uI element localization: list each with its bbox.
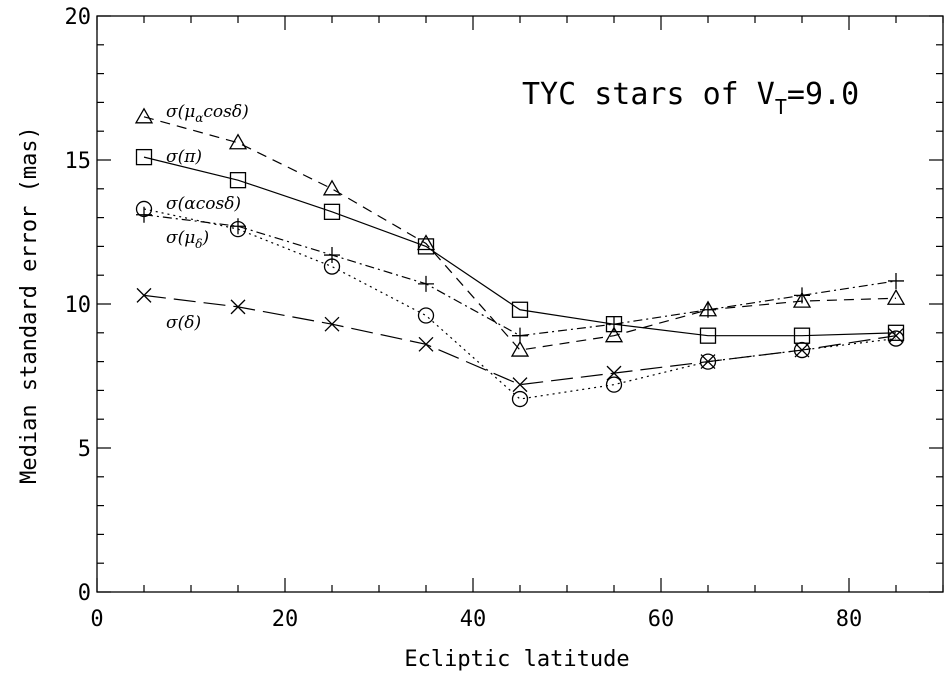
data-point-triangle [416, 234, 436, 251]
data-point-x [512, 377, 528, 393]
data-point-x [418, 336, 434, 352]
series-label-x: σ(δ) [166, 313, 201, 333]
series-circle [135, 200, 905, 408]
series-line [143, 214, 897, 337]
series-label-circle: σ(αcosδ) [166, 194, 241, 214]
series-labels: σ(μαcosδ) σ(π) σ(αcosδ) σ(μδ) σ(δ) [166, 102, 249, 333]
data-point-triangle [604, 326, 624, 343]
y-tick-label: 20 [65, 5, 92, 30]
data-point-x [136, 287, 152, 303]
data-point-square [135, 148, 153, 166]
chart-annotation: TYC stars of VT=9.0 [522, 77, 859, 119]
data-point-plus [512, 327, 528, 344]
data-point-x [700, 354, 716, 370]
series-x [136, 287, 904, 393]
data-point-plus [606, 316, 622, 333]
data-point-plus [418, 275, 434, 292]
data-point-circle [793, 341, 811, 359]
series-plus [136, 206, 904, 344]
data-point-triangle [792, 291, 812, 308]
data-point-square [511, 301, 529, 318]
data-point-x [888, 328, 904, 344]
series-square [135, 148, 905, 344]
y-tick-label: 15 [65, 149, 92, 174]
data-point-plus [136, 206, 152, 223]
annotation-tail: =9.0 [787, 77, 859, 112]
annotation-sub: T [775, 95, 787, 119]
x-tick-label: 20 [272, 607, 299, 632]
x-tick-label: 0 [90, 607, 103, 632]
data-point-plus [230, 218, 246, 235]
y-tick-label: 5 [78, 437, 91, 462]
data-point-circle [605, 376, 623, 393]
data-point-x [230, 299, 246, 315]
data-point-circle [887, 330, 905, 347]
data-point-plus [700, 301, 716, 318]
data-point-square [887, 324, 905, 341]
data-point-triangle [228, 133, 248, 150]
y-tick-label: 10 [65, 293, 92, 318]
data-point-plus [888, 272, 904, 289]
data-point-plus [794, 287, 810, 304]
data-point-plus [324, 247, 340, 264]
data-point-x [324, 316, 340, 332]
data-point-triangle [322, 179, 342, 196]
series-triangle [134, 107, 906, 357]
series-line [143, 294, 897, 386]
series-label-triangle: σ(μαcosδ) [166, 102, 249, 125]
data-point-circle [511, 390, 529, 408]
data-point-triangle [886, 288, 906, 305]
data-point-triangle [510, 340, 530, 357]
data-point-triangle [134, 107, 154, 124]
x-axis-label: Ecliptic latitude [404, 647, 629, 672]
series-line [143, 208, 897, 400]
series-label-plus: σ(μδ) [166, 228, 209, 251]
data-point-square [417, 238, 435, 255]
series-layer [134, 107, 906, 408]
series-line [143, 116, 897, 351]
data-point-x [606, 365, 622, 381]
series-label-square: σ(π) [166, 147, 202, 167]
x-tick-label: 60 [648, 607, 675, 632]
data-point-x [794, 342, 810, 358]
annotation-main: TYC stars of V [522, 77, 775, 112]
y-tick-label: 0 [78, 581, 91, 606]
data-point-square [229, 172, 247, 189]
x-tick-label: 80 [836, 607, 863, 632]
data-point-square [699, 327, 717, 344]
axes: 0 20 40 60 80 0 5 10 15 20 [65, 5, 944, 632]
data-point-square [323, 203, 341, 220]
x-tick-label: 40 [460, 607, 487, 632]
series-line [143, 156, 897, 337]
y-axis-label: Median standard error (mas) [17, 126, 42, 484]
data-point-circle [417, 307, 435, 324]
data-point-circle [699, 353, 717, 370]
